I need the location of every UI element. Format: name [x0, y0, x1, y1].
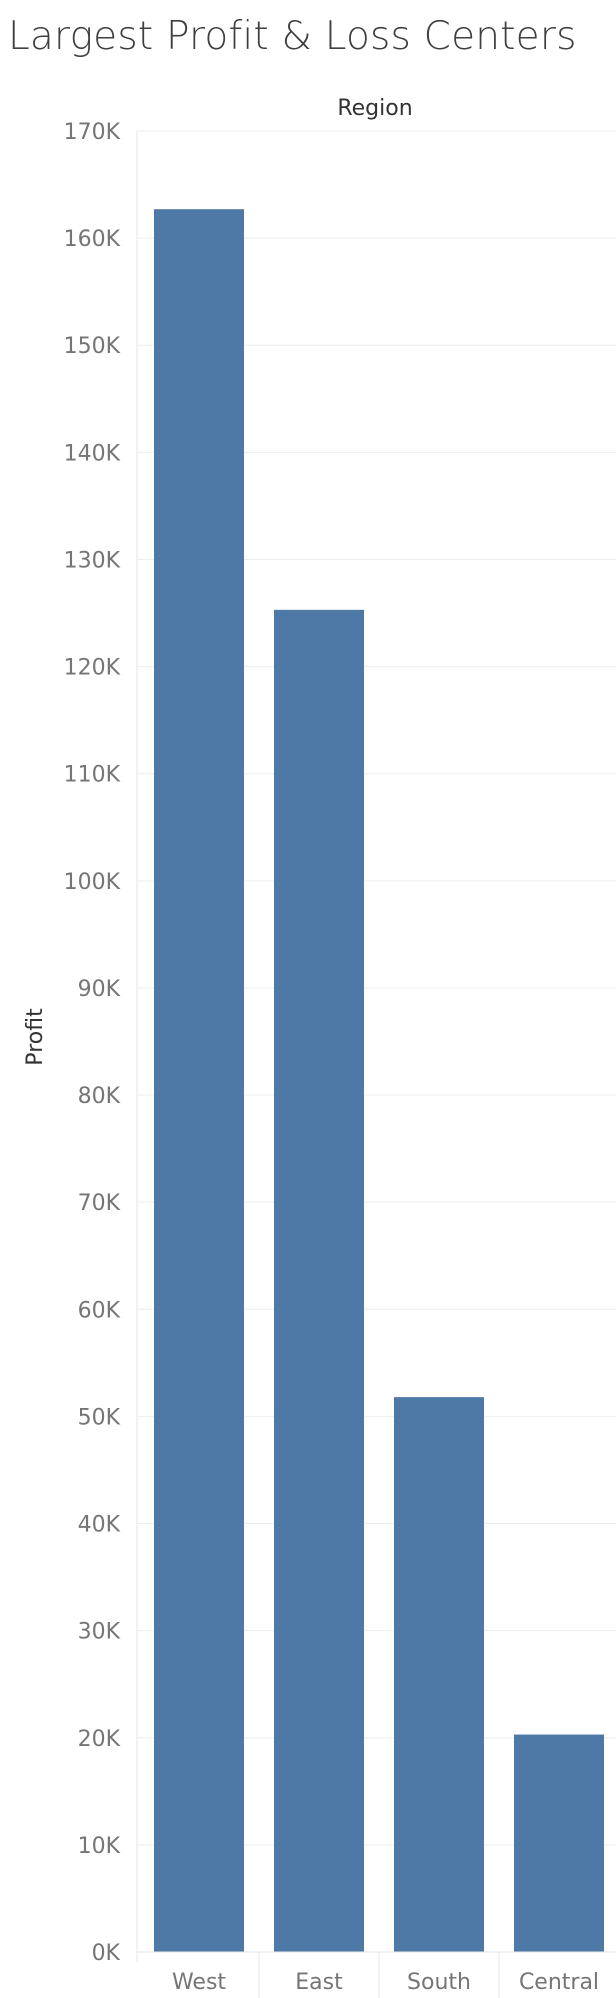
y-axis: 0K 10K 20K 30K 40K 50K 60K 70K 80K 90K 100K 110K 120… — [64, 120, 138, 1966]
y-tick-label: 150K — [64, 334, 121, 359]
y-tick-label: 60K — [78, 1298, 121, 1323]
bars — [154, 209, 604, 1952]
y-tick-label: 90K — [78, 977, 121, 1002]
y-tick-label: 20K — [78, 1727, 121, 1752]
x-axis: West East South Central — [137, 1951, 616, 1998]
x-tick-label: Central — [519, 1970, 599, 1995]
x-tick-label: South — [407, 1970, 471, 1995]
y-tick-label: 140K — [64, 441, 121, 466]
y-tick-label: 100K — [64, 870, 121, 895]
y-tick-label: 120K — [64, 656, 121, 681]
y-tick-label: 130K — [64, 548, 121, 573]
bar-east[interactable] — [274, 609, 364, 1952]
y-tick-label: 110K — [64, 763, 121, 788]
x-tick-label: East — [295, 1970, 343, 1995]
bar-south[interactable] — [394, 1397, 484, 1952]
y-tick-label: 170K — [64, 120, 121, 145]
y-tick-label: 160K — [64, 227, 121, 252]
x-tick-label: West — [172, 1970, 226, 1995]
y-tick-label: 70K — [78, 1191, 121, 1216]
y-tick-label: 50K — [78, 1405, 121, 1430]
y-axis-title: Profit — [23, 1008, 48, 1066]
bar-central[interactable] — [514, 1734, 604, 1952]
y-tick-label: 40K — [78, 1513, 121, 1538]
region-header: Region — [337, 96, 412, 121]
bar-west[interactable] — [154, 209, 244, 1952]
y-tick-label: 80K — [78, 1084, 121, 1109]
chart-title: Largest Profit & Loss Centers — [8, 14, 577, 59]
y-tick-label: 10K — [78, 1834, 121, 1859]
y-tick-label: 30K — [78, 1620, 121, 1645]
y-tick-label: 0K — [92, 1941, 121, 1966]
